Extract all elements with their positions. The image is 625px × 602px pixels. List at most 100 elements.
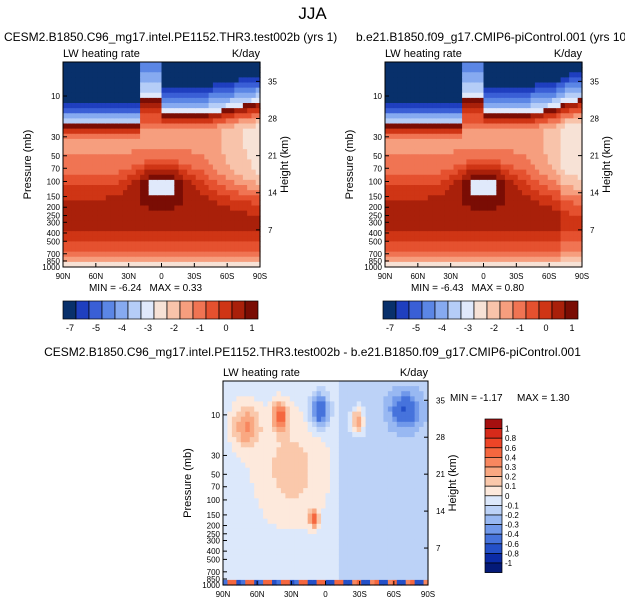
field-cell [67, 77, 73, 84]
field-cell [522, 97, 527, 104]
field-cell [240, 544, 246, 550]
field-cell [539, 215, 545, 222]
field-cell [182, 72, 188, 78]
field-cell [294, 534, 300, 540]
field-cell [75, 144, 81, 150]
field-cell [389, 215, 395, 222]
field-cell [251, 144, 257, 150]
field-cell [556, 220, 562, 227]
field-cell [263, 544, 269, 550]
field-cell [71, 241, 77, 248]
field-cell [230, 236, 235, 242]
field-cell [577, 256, 583, 263]
field-cell [573, 190, 579, 196]
field-cell [101, 179, 107, 186]
field-cell [127, 210, 133, 217]
field-cell [436, 138, 442, 145]
field-cell [552, 205, 557, 212]
field-cell [148, 82, 154, 89]
field-cell [127, 128, 133, 135]
field-cell [500, 62, 506, 68]
field-cell [230, 92, 235, 99]
field-cell [247, 118, 253, 125]
field-cell [569, 169, 575, 176]
field-cell [303, 416, 309, 423]
field-cell [258, 498, 264, 504]
field-cell [174, 195, 180, 201]
field-cell [343, 513, 349, 520]
field-cell [419, 67, 425, 73]
field-cell [144, 103, 150, 109]
field-cell [334, 406, 340, 413]
field-cell [564, 190, 570, 196]
field-cell [474, 82, 480, 89]
field-cell [178, 195, 184, 201]
field-cell [255, 123, 261, 130]
field-cell [432, 231, 437, 237]
field-cell [414, 149, 420, 155]
field-cell [560, 144, 566, 150]
field-cell [289, 508, 295, 515]
field-cell [543, 103, 549, 109]
field-cell [84, 138, 90, 145]
field-cell [80, 92, 86, 99]
field-cell [307, 421, 313, 428]
field-cell [564, 164, 570, 171]
field-cell [152, 190, 158, 196]
field-cell [236, 564, 242, 571]
field-cell [63, 164, 68, 171]
field-cell [298, 523, 304, 530]
field-cell [272, 518, 278, 525]
field-cell [504, 118, 510, 125]
field-cell [263, 411, 269, 418]
field-cell [174, 210, 180, 217]
field-cell [312, 569, 318, 576]
field-cell [272, 406, 278, 413]
field-cell [88, 128, 94, 135]
field-cell [148, 72, 154, 78]
field-cell [127, 195, 133, 201]
field-cell [144, 113, 150, 119]
field-cell [71, 128, 77, 135]
field-cell [245, 416, 251, 423]
field-cell [217, 190, 223, 196]
field-cell [118, 123, 124, 130]
field-cell [470, 123, 476, 130]
field-cell [88, 251, 94, 258]
field-cell [509, 200, 515, 207]
field-cell [152, 67, 158, 73]
field-cell [92, 220, 98, 227]
field-cell [230, 256, 235, 263]
field-cell [316, 416, 322, 423]
field-cell [234, 220, 240, 227]
field-cell [389, 174, 395, 181]
field-cell [127, 149, 133, 155]
field-cell [97, 154, 103, 160]
field-cell [414, 179, 420, 186]
field-cell [517, 190, 523, 196]
field-cell [110, 62, 115, 68]
field-cell [280, 477, 286, 484]
field-cell [569, 113, 575, 119]
field-cell [496, 215, 502, 222]
field-cell [80, 159, 86, 166]
field-cell [517, 108, 523, 114]
field-cell [127, 220, 133, 227]
field-cell [165, 92, 171, 99]
field-cell [338, 534, 344, 540]
field-cell [312, 426, 318, 433]
field-cell [114, 200, 120, 207]
field-cell [258, 401, 264, 408]
field-cell [208, 190, 214, 196]
field-cell [513, 164, 519, 171]
field-cell [479, 210, 485, 217]
field-cell [329, 406, 336, 413]
field-cell [470, 149, 476, 155]
field-cell [251, 220, 257, 227]
field-cell [294, 493, 300, 499]
field-cell [389, 190, 395, 196]
field-cell [453, 220, 459, 227]
field-cell [140, 159, 145, 166]
field-cell [487, 72, 493, 78]
field-cell [267, 391, 273, 397]
